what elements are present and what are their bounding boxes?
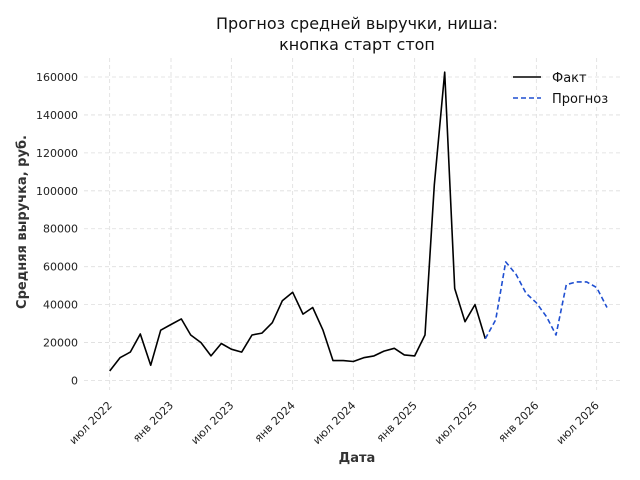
x-tick-label: янв 2025 bbox=[374, 399, 420, 445]
chart-title-line-1: Прогноз средней выручки, ниша: bbox=[216, 14, 498, 33]
x-tick-label: янв 2026 bbox=[496, 399, 542, 445]
grid-layer bbox=[84, 58, 622, 390]
y-tick-label: 20000 bbox=[43, 337, 78, 350]
chart-title-line-2: кнопка старт стоп bbox=[279, 35, 435, 54]
x-tick-label: янв 2023 bbox=[130, 399, 176, 445]
legend: Факт Прогноз bbox=[513, 71, 608, 107]
y-tick-label: 140000 bbox=[36, 109, 78, 122]
y-tick-label: 40000 bbox=[43, 299, 78, 312]
legend-label-forecast: Прогноз bbox=[552, 92, 608, 107]
legend-label-fact: Факт bbox=[552, 71, 587, 86]
y-tick-label: 80000 bbox=[43, 223, 78, 236]
x-axis-ticks: июл 2022 янв 2023 июл 2023 янв 2024 июл 2024… bbox=[67, 399, 602, 447]
y-tick-label: 100000 bbox=[36, 185, 78, 198]
series-line-forecast bbox=[484, 261, 608, 340]
y-tick-label: 0 bbox=[71, 375, 78, 388]
x-tick-label: июл 2025 bbox=[432, 399, 480, 447]
y-axis-ticks: 0 20000 40000 60000 80000 100000 120000 140000 1… bbox=[36, 71, 78, 388]
x-tick-label: июл 2022 bbox=[67, 399, 115, 447]
x-tick-label: июл 2024 bbox=[310, 399, 358, 447]
series-line-fact bbox=[109, 71, 487, 372]
x-axis-label: Дата bbox=[339, 451, 376, 466]
series-layer bbox=[109, 71, 608, 372]
x-tick-label: янв 2024 bbox=[252, 399, 298, 445]
x-tick-label: июл 2023 bbox=[188, 399, 236, 447]
y-tick-label: 60000 bbox=[43, 261, 78, 274]
y-axis-label: Средняя выручка, руб. bbox=[15, 135, 30, 309]
y-tick-label: 120000 bbox=[36, 147, 78, 160]
y-tick-label: 160000 bbox=[36, 71, 78, 84]
x-tick-label: июл 2026 bbox=[554, 399, 602, 447]
